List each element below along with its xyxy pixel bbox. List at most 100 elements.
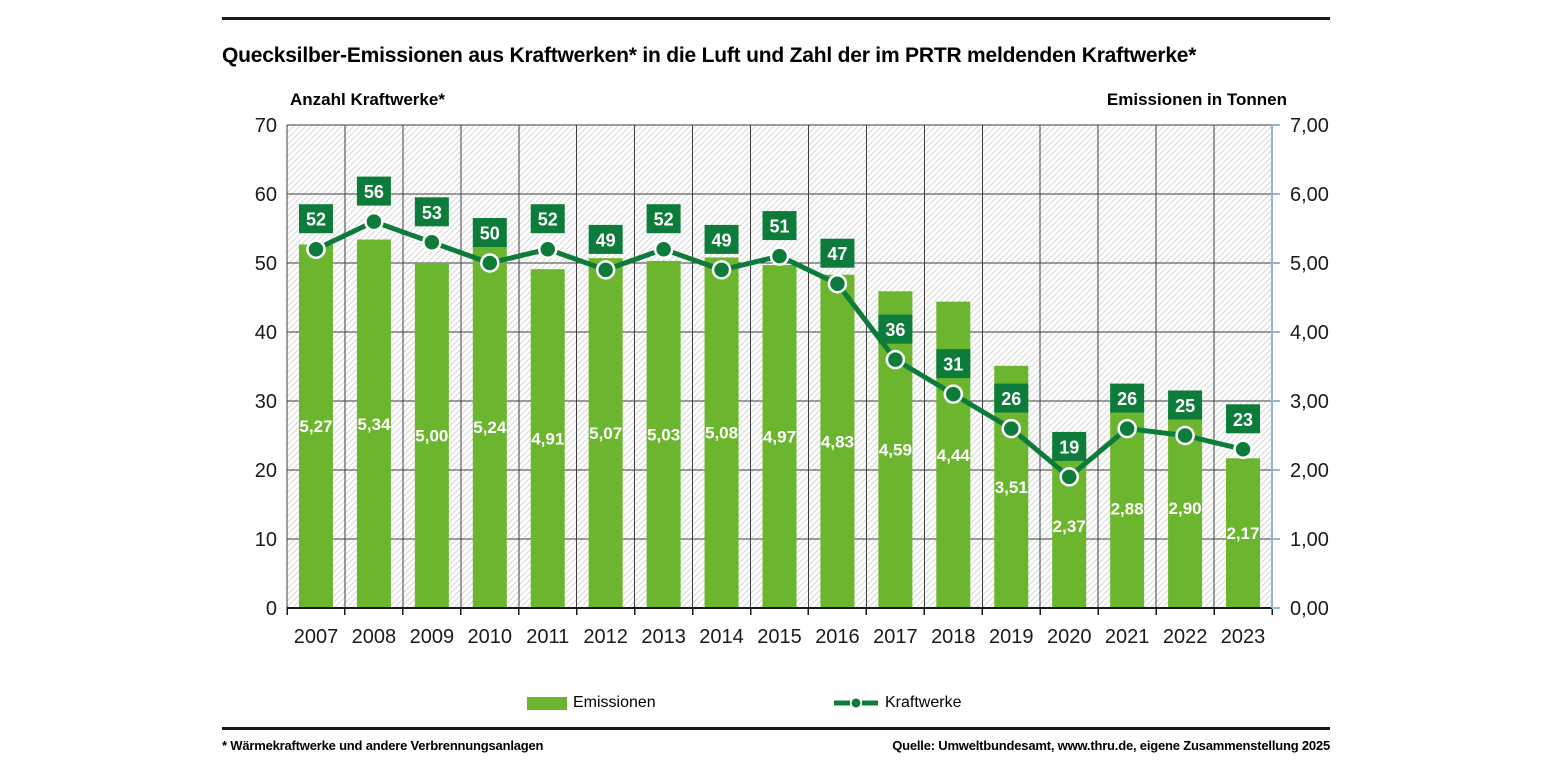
emissions-bar-swatch-icon: [527, 696, 567, 710]
bar-value-label-2023: 2,17: [1226, 524, 1259, 543]
count-badge-2010: [472, 218, 507, 247]
count-badge-2011: [530, 204, 565, 234]
count-badge-2014: [704, 224, 739, 254]
right-tick-label-2: 2,00: [1290, 460, 1329, 482]
left-axis-title: Anzahl Kraftwerke*: [290, 90, 445, 109]
x-tick-label-2023: 2023: [1221, 626, 1266, 648]
x-tick-label-2011: 2011: [526, 626, 569, 648]
count-label-2007: 52: [306, 210, 326, 230]
x-tick-label-2022: 2022: [1163, 626, 1208, 648]
right-axis-title: Emissionen in Tonnen: [1106, 90, 1287, 109]
line-marker-2021: [1117, 418, 1137, 439]
bar-2014: [704, 257, 739, 608]
bar-value-label-2013: 5,03: [647, 425, 680, 444]
x-tick-label-2014: 2014: [699, 626, 744, 648]
x-tick-label-2012: 2012: [583, 626, 628, 648]
x-tick-label-2016: 2016: [815, 626, 860, 648]
legend-item-kraftwerke: Kraftwerke: [833, 690, 961, 716]
count-label-2018: 31: [943, 355, 963, 375]
bar-value-label-2014: 5,08: [705, 424, 738, 443]
bar-value-label-2019: 3,51: [995, 478, 1028, 497]
count-label-2017: 36: [885, 320, 905, 340]
bar-2023: [1226, 458, 1261, 608]
x-tick-label-2009: 2009: [410, 626, 455, 648]
bar-value-label-2008: 5,34: [357, 415, 391, 434]
left-tick-label-20: 20: [255, 460, 277, 482]
count-label-2008: 56: [364, 182, 384, 202]
left-tick-label-0: 0: [266, 598, 277, 620]
left-tick-label-50: 50: [255, 253, 277, 275]
line-marker-2009: [422, 232, 442, 253]
bar-2013: [646, 260, 681, 608]
bar-2007: [298, 244, 333, 608]
x-tick-label-2008: 2008: [352, 626, 397, 648]
left-tick-label-70: 70: [255, 115, 277, 137]
bar-value-label-2021: 2,88: [1111, 500, 1144, 519]
bar-2010: [472, 246, 507, 608]
right-tick-label-5: 5,00: [1290, 253, 1329, 275]
line-marker-2019: [1001, 418, 1022, 439]
x-tick-label-2013: 2013: [641, 626, 686, 648]
left-tick-label-40: 40: [255, 322, 277, 344]
count-badge-2015: [762, 211, 797, 241]
count-badge-2020: [1052, 431, 1087, 461]
bar-value-label-2022: 2,90: [1169, 499, 1202, 518]
x-tick-label-2019: 2019: [989, 626, 1034, 648]
count-label-2010: 50: [480, 224, 500, 244]
legend-item-emissionen: Emissionen: [527, 690, 656, 716]
bar-value-label-2016: 4,83: [821, 432, 854, 451]
bar-value-label-2007: 5,27: [299, 417, 332, 436]
count-badge-2018: [936, 349, 971, 379]
line-marker-2008: [364, 211, 384, 232]
left-tick-label-10: 10: [255, 529, 277, 551]
x-tick-label-2010: 2010: [468, 626, 513, 648]
count-badge-2021: [1110, 383, 1145, 413]
line-marker-2022: [1175, 425, 1195, 446]
line-marker-2018: [943, 384, 964, 404]
right-tick-label-7: 7,00: [1290, 115, 1329, 137]
bar-2021: [1110, 409, 1145, 608]
footnote: * Wärmekraftwerke und andere Verbrennung…: [222, 738, 544, 753]
count-badge-2013: [646, 204, 681, 234]
count-label-2020: 19: [1059, 437, 1079, 457]
count-label-2014: 49: [712, 230, 732, 250]
bar-value-label-2017: 4,59: [879, 441, 912, 460]
right-tick-label-4: 4,00: [1290, 322, 1329, 344]
right-tick-label-1: 1,00: [1290, 529, 1329, 551]
count-badge-2009: [414, 197, 449, 227]
count-badge-2016: [820, 238, 855, 268]
line-marker-2015: [769, 246, 790, 266]
chart-title: Quecksilber-Emissionen aus Kraftwerken* …: [222, 44, 1197, 68]
bar-value-label-2012: 5,07: [589, 424, 622, 443]
source-credit: Quelle: Umweltbundesamt, www.thru.de, ei…: [892, 738, 1330, 753]
bar-value-label-2015: 4,97: [763, 428, 796, 447]
right-tick-label-0: 0,00: [1290, 598, 1329, 620]
count-badge-2012: [588, 224, 623, 254]
x-tick-label-2007: 2007: [294, 626, 339, 648]
bar-value-label-2020: 2,37: [1053, 517, 1086, 536]
line-marker-2010: [480, 253, 500, 273]
legend: Emissionen Kraftwerke: [0, 690, 1545, 716]
x-tick-label-2015: 2015: [757, 626, 802, 648]
line-marker-2007: [306, 239, 326, 259]
count-badge-2023: [1226, 404, 1261, 434]
bar-value-label-2011: 4,91: [531, 430, 564, 449]
bottom-rule: [222, 727, 1330, 730]
count-label-2012: 49: [596, 230, 616, 250]
legend-label-kraftwerke: Kraftwerke: [885, 694, 962, 711]
bar-value-label-2009: 5,00: [415, 427, 448, 446]
bar-2011: [530, 269, 565, 608]
top-rule: [222, 17, 1330, 20]
line-marker-2020: [1059, 467, 1079, 487]
bar-value-label-2010: 5,24: [473, 418, 507, 437]
count-badge-2017: [878, 314, 913, 344]
x-tick-label-2020: 2020: [1047, 626, 1092, 648]
bar-2016: [820, 274, 855, 608]
line-marker-2014: [711, 260, 732, 280]
count-label-2015: 51: [769, 217, 789, 237]
count-label-2021: 26: [1117, 389, 1137, 409]
left-tick-label-60: 60: [255, 184, 277, 206]
x-tick-label-2021: 2021: [1105, 626, 1150, 648]
count-label-2009: 53: [422, 203, 442, 223]
line-marker-2016: [827, 273, 848, 294]
